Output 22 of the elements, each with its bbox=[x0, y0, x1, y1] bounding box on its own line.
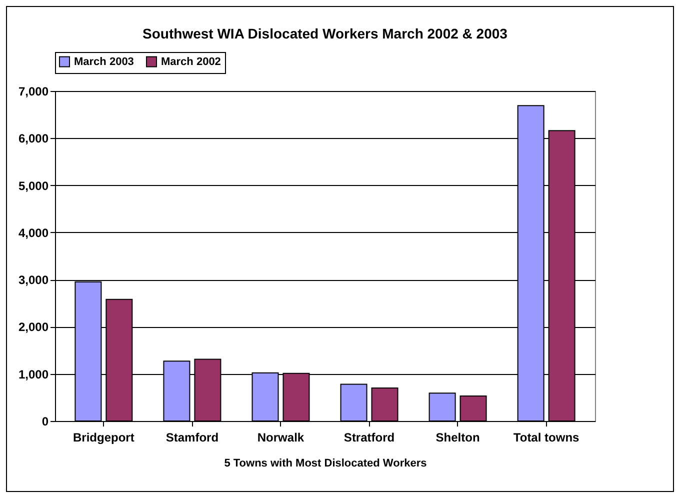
x-tick-label: Stratford bbox=[344, 430, 395, 444]
legend-label: March 2003 bbox=[74, 56, 134, 68]
x-tick-label: Total towns bbox=[513, 430, 580, 444]
x-tick-label: Shelton bbox=[436, 430, 480, 444]
y-tick-label: 5,000 bbox=[18, 178, 49, 193]
chart-title: Southwest WIA Dislocated Workers March 2002 & 2003 bbox=[142, 26, 508, 42]
x-tick-label: Norwalk bbox=[257, 430, 304, 444]
bar bbox=[460, 396, 487, 422]
y-tick-label: 7,000 bbox=[18, 84, 49, 98]
legend-label: March 2002 bbox=[161, 56, 221, 68]
bar bbox=[371, 388, 398, 422]
bar bbox=[428, 392, 456, 422]
y-tick-label: 2,000 bbox=[18, 320, 49, 334]
bar bbox=[340, 384, 368, 422]
x-tick-label: Stamford bbox=[166, 430, 219, 444]
x-tick-label: Bridgeport bbox=[73, 430, 134, 444]
y-tick-label: 6,000 bbox=[18, 132, 49, 146]
y-tick-label: 1,000 bbox=[18, 367, 49, 382]
y-tick-label: 3,000 bbox=[18, 273, 49, 288]
y-tick-label: 4,000 bbox=[18, 226, 49, 240]
y-tick-label: 0 bbox=[42, 414, 49, 428]
x-axis-title: 5 Towns with Most Dislocated Workers bbox=[224, 458, 427, 470]
